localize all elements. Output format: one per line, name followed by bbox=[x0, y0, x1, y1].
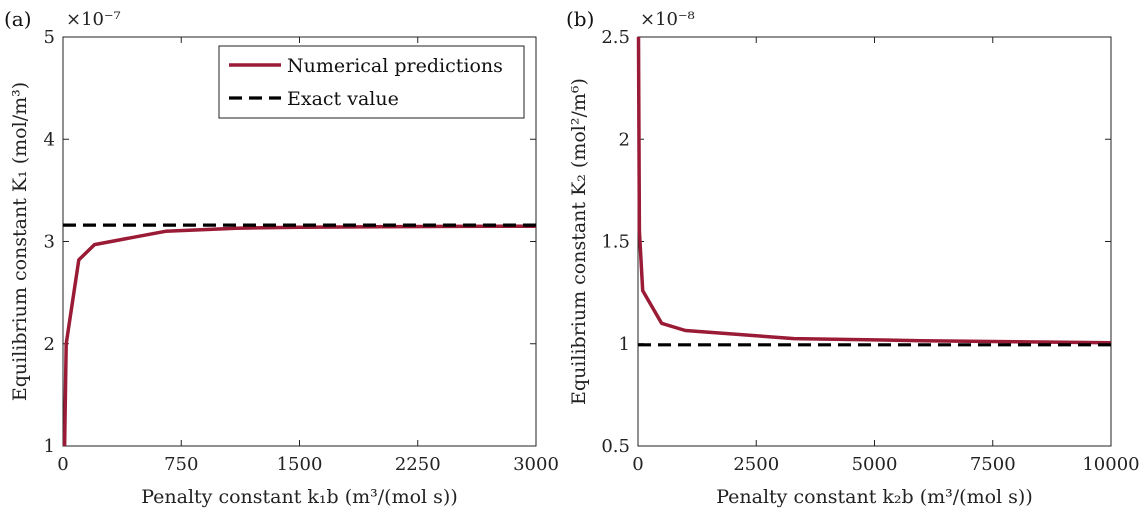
series-numerical-predictions-b bbox=[636, 36, 1112, 345]
x-axis-label-a: Penalty constant k₁b (m³/(mol s)) bbox=[141, 486, 458, 508]
y-tick-label-a: 5 bbox=[44, 27, 55, 48]
x-tick-label-b: 10000 bbox=[1082, 454, 1139, 475]
x-tick-label-b: 5000 bbox=[852, 454, 898, 475]
x-tick-label-b: 0 bbox=[632, 454, 643, 475]
legend-label-numerical: Numerical predictions bbox=[287, 55, 503, 77]
y-tick-label-a: 2 bbox=[44, 334, 55, 355]
y-tick-label-b: 2 bbox=[619, 129, 630, 150]
x-tick-label-b: 2500 bbox=[733, 454, 779, 475]
series-numerical-predictions-a bbox=[62, 224, 537, 447]
panel-label-a: (a) bbox=[4, 7, 32, 31]
axis-exponent-b: ×10⁻⁸ bbox=[640, 9, 695, 30]
y-tick-label-a: 3 bbox=[44, 232, 55, 253]
legend-label-exact: Exact value bbox=[287, 88, 399, 110]
y-tick-label-a: 1 bbox=[44, 436, 55, 457]
axis-exponent-a: ×10⁻⁷ bbox=[66, 9, 121, 30]
y-axis-label-a: Equilibrium constant K₁ (mol/m³) bbox=[9, 82, 31, 401]
y-tick-label-b: 2.5 bbox=[601, 27, 630, 48]
plot-frame-b bbox=[637, 36, 1112, 447]
x-tick-label-a: 0 bbox=[57, 454, 68, 475]
y-tick-label-b: 1 bbox=[619, 334, 630, 355]
x-tick-label-a: 1500 bbox=[277, 454, 323, 475]
x-tick-label-a: 750 bbox=[164, 454, 198, 475]
y-tick-label-b: 1.5 bbox=[601, 232, 630, 253]
x-axis-label-b: Penalty constant k₂b (m³/(mol s)) bbox=[716, 486, 1033, 508]
y-axis-label-b: Equilibrium constant K₂ (mol²/m⁶) bbox=[568, 78, 590, 405]
y-tick-label-b: 0.5 bbox=[601, 436, 630, 457]
x-tick-label-b: 7500 bbox=[970, 454, 1016, 475]
x-tick-label-a: 2250 bbox=[395, 454, 441, 475]
x-tick-label-a: 3000 bbox=[513, 454, 559, 475]
panel-label-b: (b) bbox=[566, 7, 594, 31]
y-tick-label-a: 4 bbox=[44, 129, 55, 150]
legend-box bbox=[218, 45, 525, 119]
